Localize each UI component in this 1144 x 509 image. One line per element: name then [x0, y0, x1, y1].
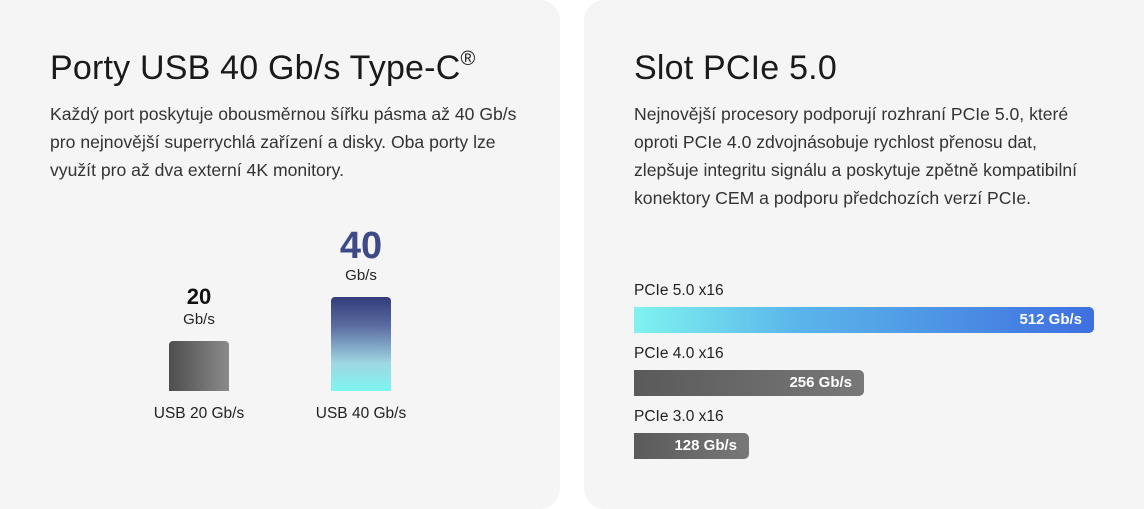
usb-description: Každý port poskytuje obousměrnou šířku p…: [50, 104, 517, 180]
pcie4-value: 256 Gb/s: [789, 374, 852, 391]
pcie5-value: 512 Gb/s: [1019, 311, 1082, 328]
pcie4-label: PCIe 4.0 x16: [634, 345, 724, 362]
usb-title-text: Porty USB 40 Gb/s Type-C: [50, 49, 461, 87]
usb40-unit: Gb/s: [345, 267, 377, 284]
pcie3-value: 128 Gb/s: [674, 437, 737, 454]
pcie-card: Slot PCIe 5.0 Nejnovější procesory podpo…: [584, 0, 1144, 509]
pcie3-label: PCIe 3.0 x16: [634, 408, 724, 425]
pcie3-bar: 128 Gb/s: [634, 433, 749, 459]
registered-mark: ®: [460, 47, 476, 70]
pcie4-bar: 256 Gb/s: [634, 370, 864, 396]
pcie5-bar: 512 Gb/s: [634, 307, 1094, 333]
pcie5-label: PCIe 5.0 x16: [634, 282, 724, 299]
usb40-value-block: 40 Gb/s: [321, 225, 401, 284]
pcie-title: Slot PCIe 5.0: [634, 49, 837, 87]
usb20-value-block: 20 Gb/s: [169, 283, 229, 328]
usb-title: Porty USB 40 Gb/s Type-C®: [50, 47, 476, 88]
usb40-bar: [331, 297, 391, 391]
pcie-description: Nejnovější procesory podporují rozhraní …: [634, 104, 1078, 208]
usb20-value: 20: [186, 284, 212, 309]
usb20-unit: Gb/s: [183, 311, 215, 328]
usb40-value: 40: [339, 225, 383, 267]
usb-card: Porty USB 40 Gb/s Type-C® Každý port pos…: [0, 0, 560, 509]
usb20-bar: [169, 341, 229, 391]
usb40-label: USB 40 Gb/s: [315, 405, 407, 422]
usb20-label: USB 20 Gb/s: [153, 405, 245, 422]
